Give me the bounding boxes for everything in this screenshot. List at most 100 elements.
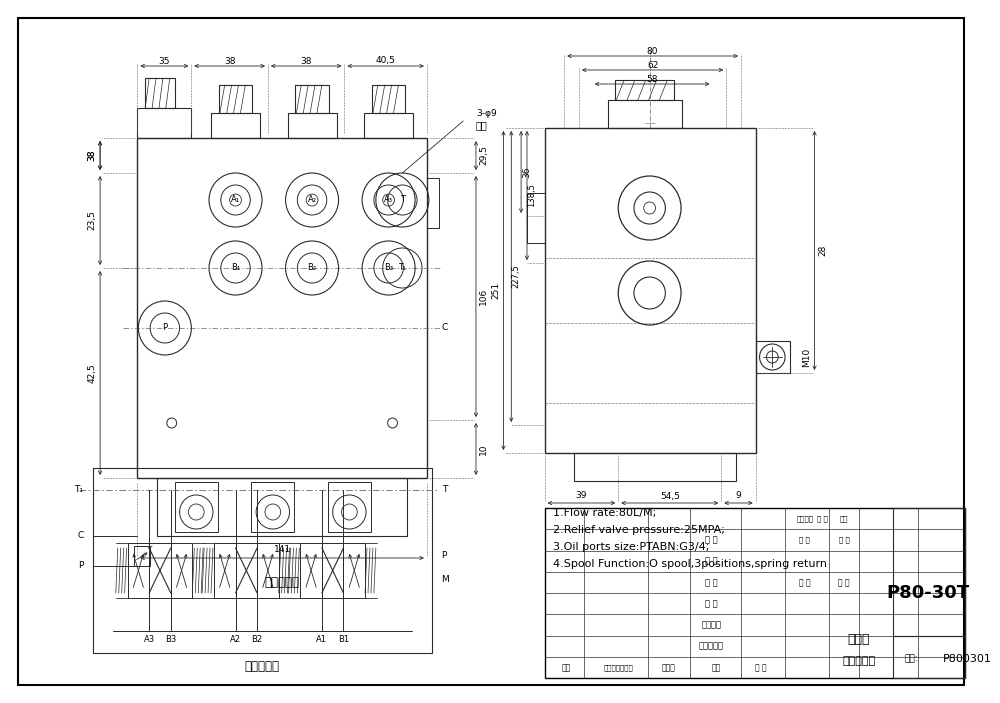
Bar (137, 138, 427, 478)
Text: 58: 58 (646, 75, 658, 84)
Text: P80-30T: P80-30T (887, 584, 970, 602)
Text: A1: A1 (316, 635, 327, 643)
Bar (364, 113, 413, 138)
Bar (615, 80, 674, 100)
Text: P800301: P800301 (943, 654, 992, 664)
Text: 10: 10 (479, 444, 488, 455)
Bar (251, 482, 294, 532)
Text: B₁: B₁ (231, 264, 240, 273)
Bar (893, 508, 965, 636)
Text: 80: 80 (647, 46, 658, 56)
Text: 54,5: 54,5 (660, 491, 680, 501)
Text: 外型尺寸图: 外型尺寸图 (842, 656, 875, 666)
Bar (171, 543, 192, 598)
Text: 23,5: 23,5 (88, 211, 97, 231)
Bar (236, 543, 257, 598)
Text: 1.Flow rate:80L/M;: 1.Flow rate:80L/M; (553, 508, 656, 518)
Text: 9: 9 (736, 491, 741, 501)
Text: 标准化审查: 标准化审查 (699, 642, 724, 650)
Bar (328, 482, 371, 532)
Text: 描 图: 描 图 (705, 578, 718, 587)
Text: T: T (442, 486, 447, 494)
Bar (175, 482, 218, 532)
Text: 校 对: 校 对 (705, 599, 718, 608)
Text: 页 数: 页 数 (838, 578, 850, 587)
Text: 备 注: 备 注 (755, 663, 766, 672)
Text: P: P (162, 323, 167, 333)
Bar (322, 543, 343, 598)
Bar (288, 113, 337, 138)
Bar (93, 468, 432, 653)
Text: 35: 35 (159, 56, 170, 65)
Bar (545, 508, 965, 678)
Text: 38: 38 (224, 56, 235, 65)
Text: 液压原理图: 液压原理图 (264, 576, 299, 590)
Bar (545, 128, 756, 453)
Text: 40,5: 40,5 (376, 56, 396, 65)
Bar (257, 543, 279, 598)
Text: 设 计: 设 计 (705, 536, 718, 544)
Text: M: M (442, 574, 449, 583)
Text: A₂: A₂ (308, 195, 317, 205)
Text: 138,5: 138,5 (527, 183, 536, 207)
Text: 227,5: 227,5 (512, 264, 521, 288)
Text: 62: 62 (647, 60, 658, 70)
Bar (145, 78, 175, 108)
Text: M10: M10 (802, 347, 811, 367)
Text: 106: 106 (479, 288, 488, 305)
Bar (756, 341, 790, 373)
Bar (427, 178, 439, 228)
Text: 28: 28 (818, 245, 827, 256)
Text: 42,5: 42,5 (88, 363, 97, 383)
Text: A2: A2 (230, 635, 241, 643)
Text: 141: 141 (274, 546, 291, 555)
Text: 工艺审查: 工艺审查 (701, 620, 721, 629)
Text: T₁: T₁ (74, 486, 83, 494)
Text: C: C (77, 531, 83, 541)
Text: 251: 251 (491, 282, 500, 299)
Bar (157, 478, 407, 536)
Text: A₃: A₃ (384, 195, 393, 205)
Text: C: C (441, 323, 448, 333)
Text: 液压原理图: 液压原理图 (245, 661, 280, 673)
Text: 29,5: 29,5 (479, 146, 488, 165)
Text: 多路阀: 多路阀 (847, 633, 870, 646)
Bar (219, 85, 252, 113)
Text: 设计人: 设计人 (661, 663, 675, 672)
Bar (608, 100, 682, 128)
Text: 比 例: 比 例 (839, 536, 849, 543)
Text: B₃: B₃ (384, 264, 393, 273)
Bar (343, 543, 365, 598)
Text: 38: 38 (300, 56, 312, 65)
Text: T₁: T₁ (399, 264, 406, 273)
Text: 关 联: 关 联 (799, 578, 811, 587)
Text: A3: A3 (144, 635, 155, 643)
Text: 制 图: 制 图 (705, 557, 718, 566)
Text: B1: B1 (338, 635, 349, 643)
Text: 重量: 重量 (840, 515, 848, 522)
Bar (214, 543, 236, 598)
Text: 更改内容和标准: 更改内容和标准 (603, 664, 633, 671)
Bar (574, 453, 736, 481)
Text: 39: 39 (576, 491, 587, 501)
Bar (295, 85, 329, 113)
Text: T: T (400, 195, 405, 205)
Text: B₂: B₂ (308, 264, 317, 273)
Text: A₁: A₁ (231, 195, 240, 205)
Text: 标记: 标记 (562, 663, 571, 672)
Bar (137, 108, 191, 138)
Text: P: P (442, 551, 447, 560)
Text: 比 例: 比 例 (817, 515, 828, 522)
Text: 通孔: 通孔 (476, 120, 488, 130)
Text: 重 量: 重 量 (799, 536, 810, 543)
Text: 图幅模数: 图幅模数 (796, 515, 813, 522)
Text: 4.Spool Function:O spool,3positions,spring return: 4.Spool Function:O spool,3positions,spri… (553, 559, 827, 569)
Bar (134, 546, 150, 566)
Bar (149, 543, 171, 598)
Bar (372, 85, 405, 113)
Bar (128, 543, 149, 598)
Bar (300, 543, 322, 598)
Text: B3: B3 (165, 635, 176, 643)
Text: 38: 38 (88, 150, 97, 161)
Text: 2.Relief valve pressure:25MPA;: 2.Relief valve pressure:25MPA; (553, 525, 724, 535)
